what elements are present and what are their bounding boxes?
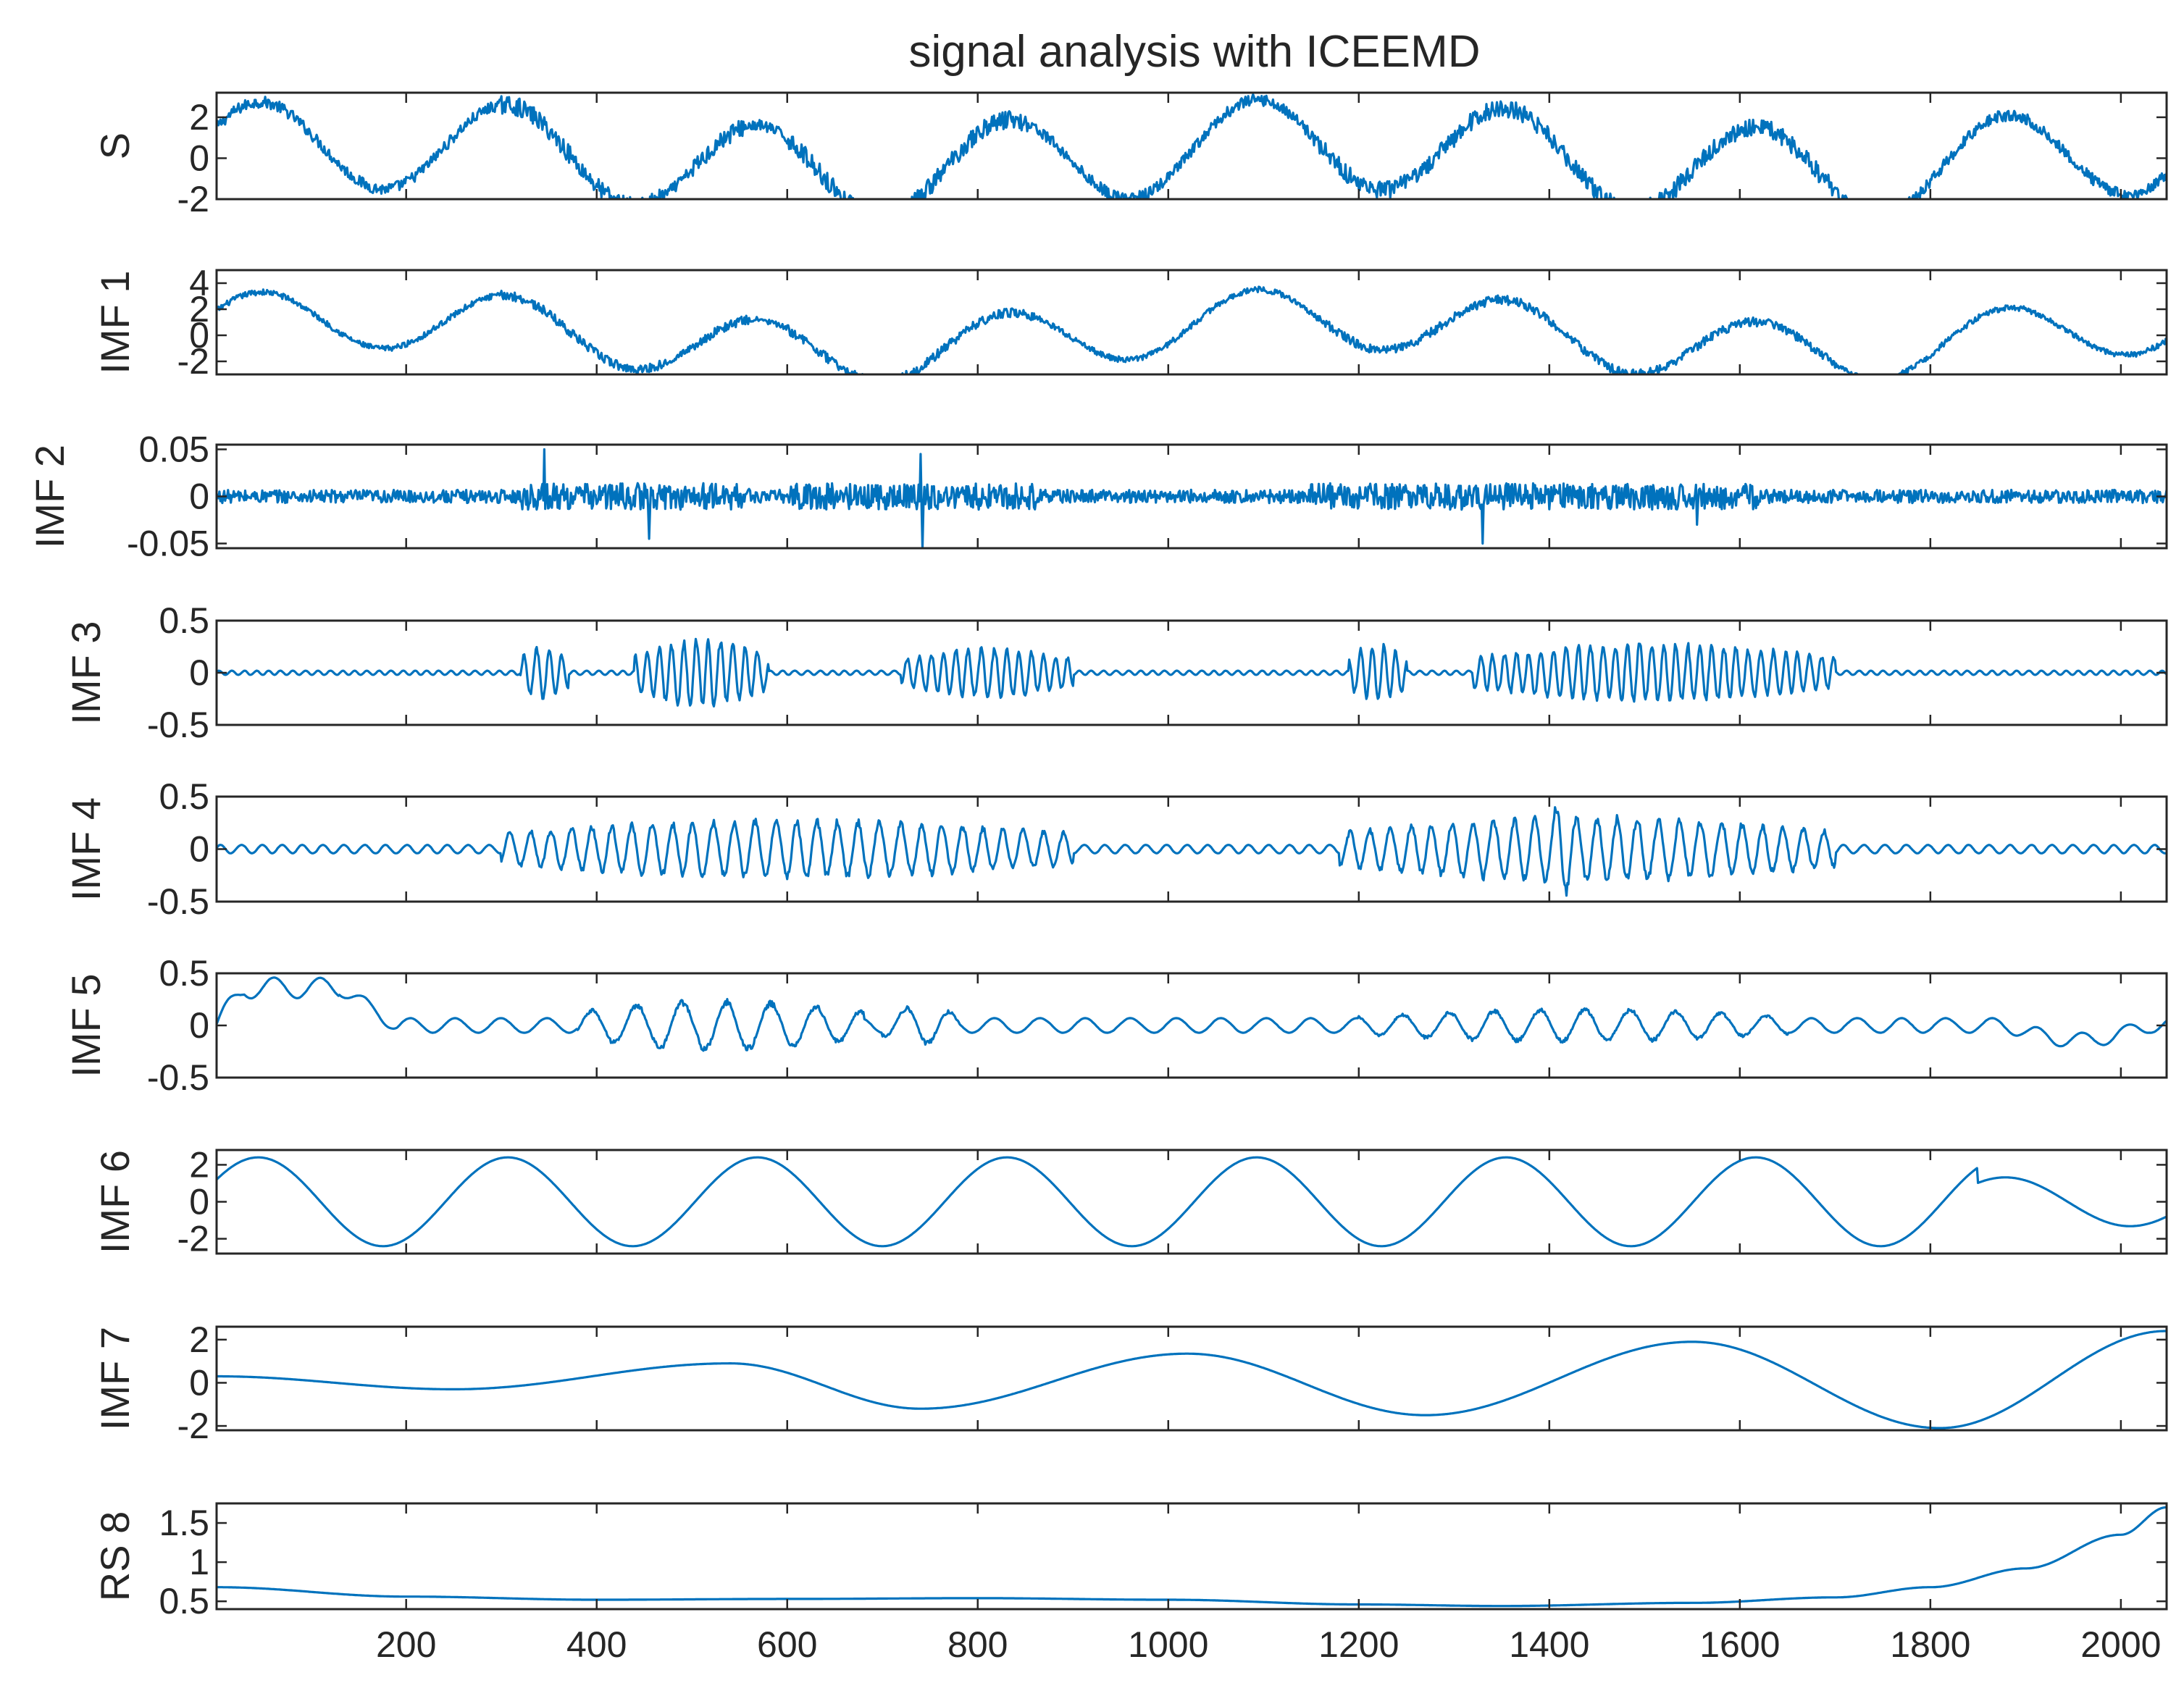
y-tick-label: -0.5 <box>147 705 209 745</box>
y-tick-label: 1.5 <box>159 1503 209 1543</box>
series-line-imf-5 <box>217 976 2167 1052</box>
y-axis-label: IMF 1 <box>92 270 138 374</box>
y-axis-label: IMF 3 <box>63 621 109 724</box>
x-tick-label: 800 <box>947 1624 1008 1665</box>
y-tick-label: -2 <box>177 341 209 382</box>
axes-frame <box>215 1502 2168 1611</box>
x-tick-label: 200 <box>376 1624 436 1665</box>
y-axis-label: IMF 6 <box>92 1150 138 1254</box>
y-tick-label: 2 <box>189 289 209 330</box>
x-tick-label: 1800 <box>1890 1624 1970 1665</box>
y-tick-label: -0.05 <box>127 524 209 564</box>
y-tick-label: 0.5 <box>159 776 209 817</box>
subplot-imf-6: -202 IMF 6 <box>92 1144 2168 1259</box>
series-line-imf-3 <box>217 637 2167 708</box>
y-tick-label: 0 <box>189 315 209 356</box>
x-tick-label: 600 <box>757 1624 817 1665</box>
y-tick-label: 2 <box>189 97 209 138</box>
y-tick-label: 2 <box>189 1319 209 1360</box>
y-tick-label: 0 <box>189 1005 209 1046</box>
x-tick-label: 1200 <box>1318 1624 1399 1665</box>
y-tick-label: 0.5 <box>159 600 209 641</box>
y-tick-label: 0 <box>189 652 209 693</box>
subplot-rs-8: 0.511.5 200 400 600 800 1000 1200 1400 1600 1800 2… <box>92 1502 2168 1665</box>
chart-title: signal analysis with ICEEMD <box>908 27 1480 77</box>
y-tick-label: 0.5 <box>159 1581 209 1621</box>
series-line-imf-2 <box>217 448 2167 548</box>
y-tick-label: 0.05 <box>139 429 209 470</box>
y-axis-label: RS 8 <box>92 1511 138 1602</box>
subplot-imf-2: -0.05 0 0.05 IMF 2 <box>27 429 2168 564</box>
y-tick-label: -0.5 <box>147 1057 209 1098</box>
y-axis-label: IMF 4 <box>63 797 109 901</box>
subplot-imf-3: -0.5 0 0.5 IMF 3 <box>63 600 2168 745</box>
series-line-imf-7 <box>217 1330 2167 1430</box>
series-line-imf-4 <box>217 806 2167 897</box>
axes-frame <box>215 269 2168 376</box>
y-tick-label: 0 <box>189 138 209 178</box>
x-tick-label: 400 <box>566 1624 627 1665</box>
y-tick-label: 0 <box>189 1362 209 1403</box>
y-axis-label: IMF 7 <box>92 1327 138 1430</box>
y-tick-label: -2 <box>177 1219 209 1259</box>
y-axis-label: IMF 2 <box>27 445 72 548</box>
subplot-s: -202 S <box>92 91 2168 219</box>
x-tick-label: 1600 <box>1699 1624 1780 1665</box>
series-line-rs-8 <box>217 1506 2167 1608</box>
x-tick-label: 2000 <box>2080 1624 2161 1665</box>
axes-frame <box>215 1325 2168 1432</box>
x-tick-label: 1400 <box>1509 1624 1589 1665</box>
y-tick-label: 0 <box>189 477 209 517</box>
y-tick-label: 0 <box>189 829 209 870</box>
y-axis-label: S <box>92 133 138 159</box>
y-tick-label: 1 <box>189 1542 209 1582</box>
x-tick-label: 1000 <box>1128 1624 1208 1665</box>
series-line-imf-6 <box>217 1156 2167 1248</box>
y-tick-label: 4 <box>189 263 209 303</box>
y-tick-label: 0.5 <box>159 953 209 994</box>
y-tick-label: -2 <box>177 1406 209 1446</box>
axes-frame <box>215 91 2168 201</box>
y-tick-label: -0.5 <box>147 881 209 922</box>
subplot-imf-7: -202 IMF 7 <box>92 1319 2168 1446</box>
y-tick-label: 0 <box>189 1182 209 1222</box>
y-tick-label: 2 <box>189 1144 209 1185</box>
y-tick-label: -2 <box>177 179 209 219</box>
series-line-s <box>217 93 2167 199</box>
series-line-imf-1 <box>217 285 2167 374</box>
subplot-imf-4: -0.5 0 0.5 IMF 4 <box>63 776 2168 922</box>
subplot-imf-5: -0.5 0 0.5 IMF 5 <box>63 953 2168 1098</box>
y-axis-label: IMF 5 <box>63 973 109 1077</box>
